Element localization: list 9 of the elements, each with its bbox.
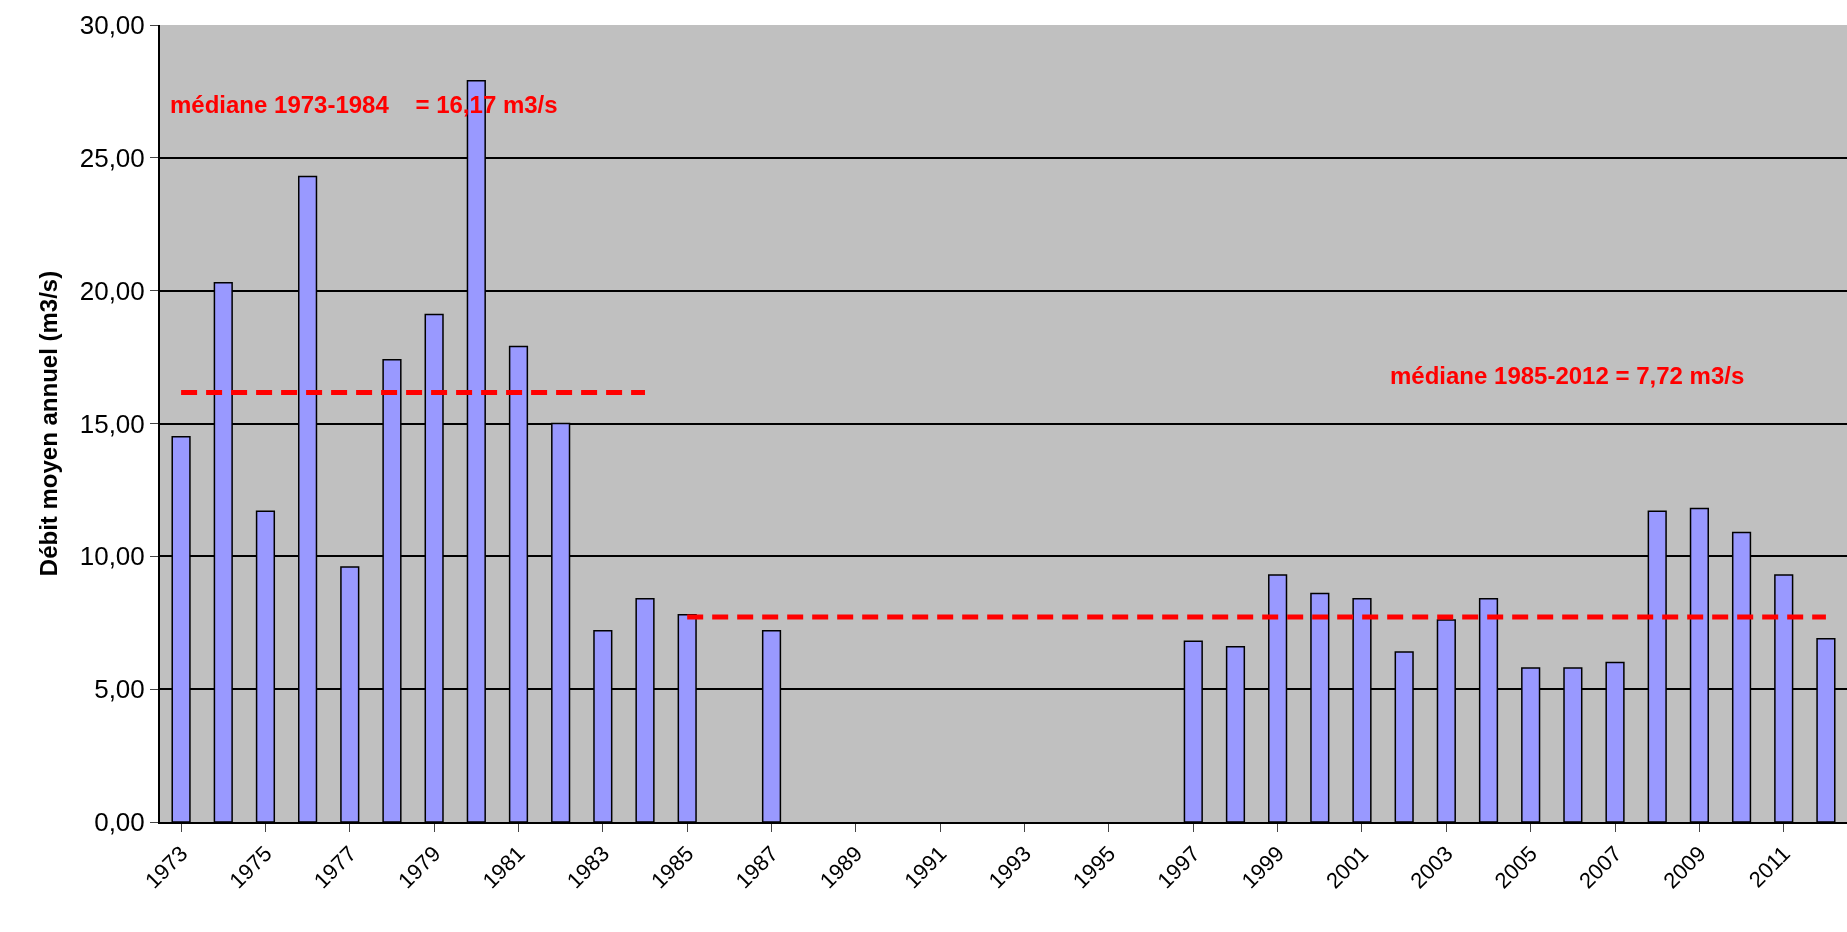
y-tick-label: 10,00 [79, 541, 145, 572]
annotation: médiane 1985-2012 = 7,72 m3/s [1390, 362, 1745, 389]
y-tick-label: 20,00 [79, 275, 145, 306]
y-tick-label: 0,00 [94, 807, 145, 838]
y-tick-label: 25,00 [79, 142, 145, 173]
y-tick-label: 30,00 [79, 10, 145, 41]
y-tick-label: 5,00 [94, 674, 145, 705]
y-tick-label: 15,00 [79, 408, 145, 439]
y-axis-title: Débit moyen annuel (m3/s) [35, 270, 63, 577]
